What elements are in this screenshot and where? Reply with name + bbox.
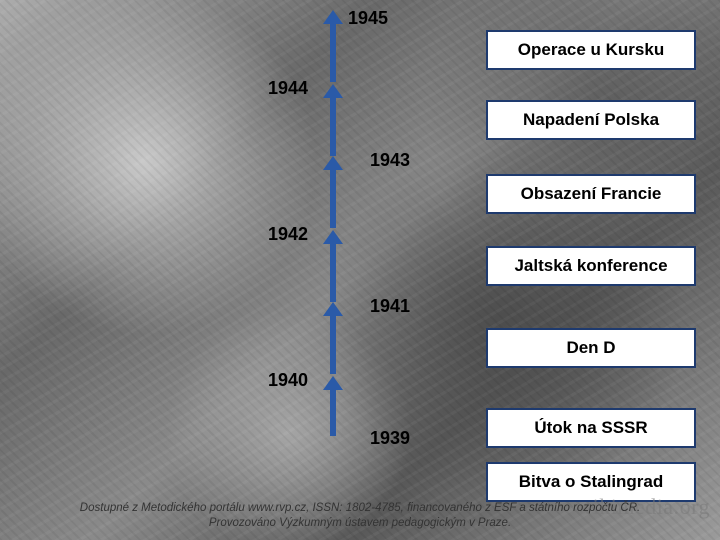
footer-attribution: Dostupné z Metodického portálu www.rvp.c… [0,501,720,532]
event-box-0[interactable]: Operace u Kursku [486,30,696,70]
timeline-arrow-0 [330,22,336,82]
timeline-arrow-3 [330,242,336,302]
timeline-arrow-1 [330,96,336,156]
event-box-3[interactable]: Jaltská konference [486,246,696,286]
event-box-4[interactable]: Den D [486,328,696,368]
year-label-1939: 1939 [370,428,410,449]
timeline-arrow-4 [330,314,336,374]
timeline-arrow-2 [330,168,336,228]
year-label-1945: 1945 [348,8,388,29]
year-label-1940: 1940 [268,370,308,391]
timeline-arrow-5 [330,388,336,436]
year-label-1943: 1943 [370,150,410,171]
footer-line-1: Dostupné z Metodického portálu www.rvp.c… [0,501,720,517]
event-box-5[interactable]: Útok na SSSR [486,408,696,448]
event-box-1[interactable]: Napadení Polska [486,100,696,140]
year-label-1941: 1941 [370,296,410,317]
year-label-1942: 1942 [268,224,308,245]
footer-line-2: Provozováno Výzkumným ústavem pedagogick… [0,516,720,532]
year-label-1944: 1944 [268,78,308,99]
event-box-2[interactable]: Obsazení Francie [486,174,696,214]
